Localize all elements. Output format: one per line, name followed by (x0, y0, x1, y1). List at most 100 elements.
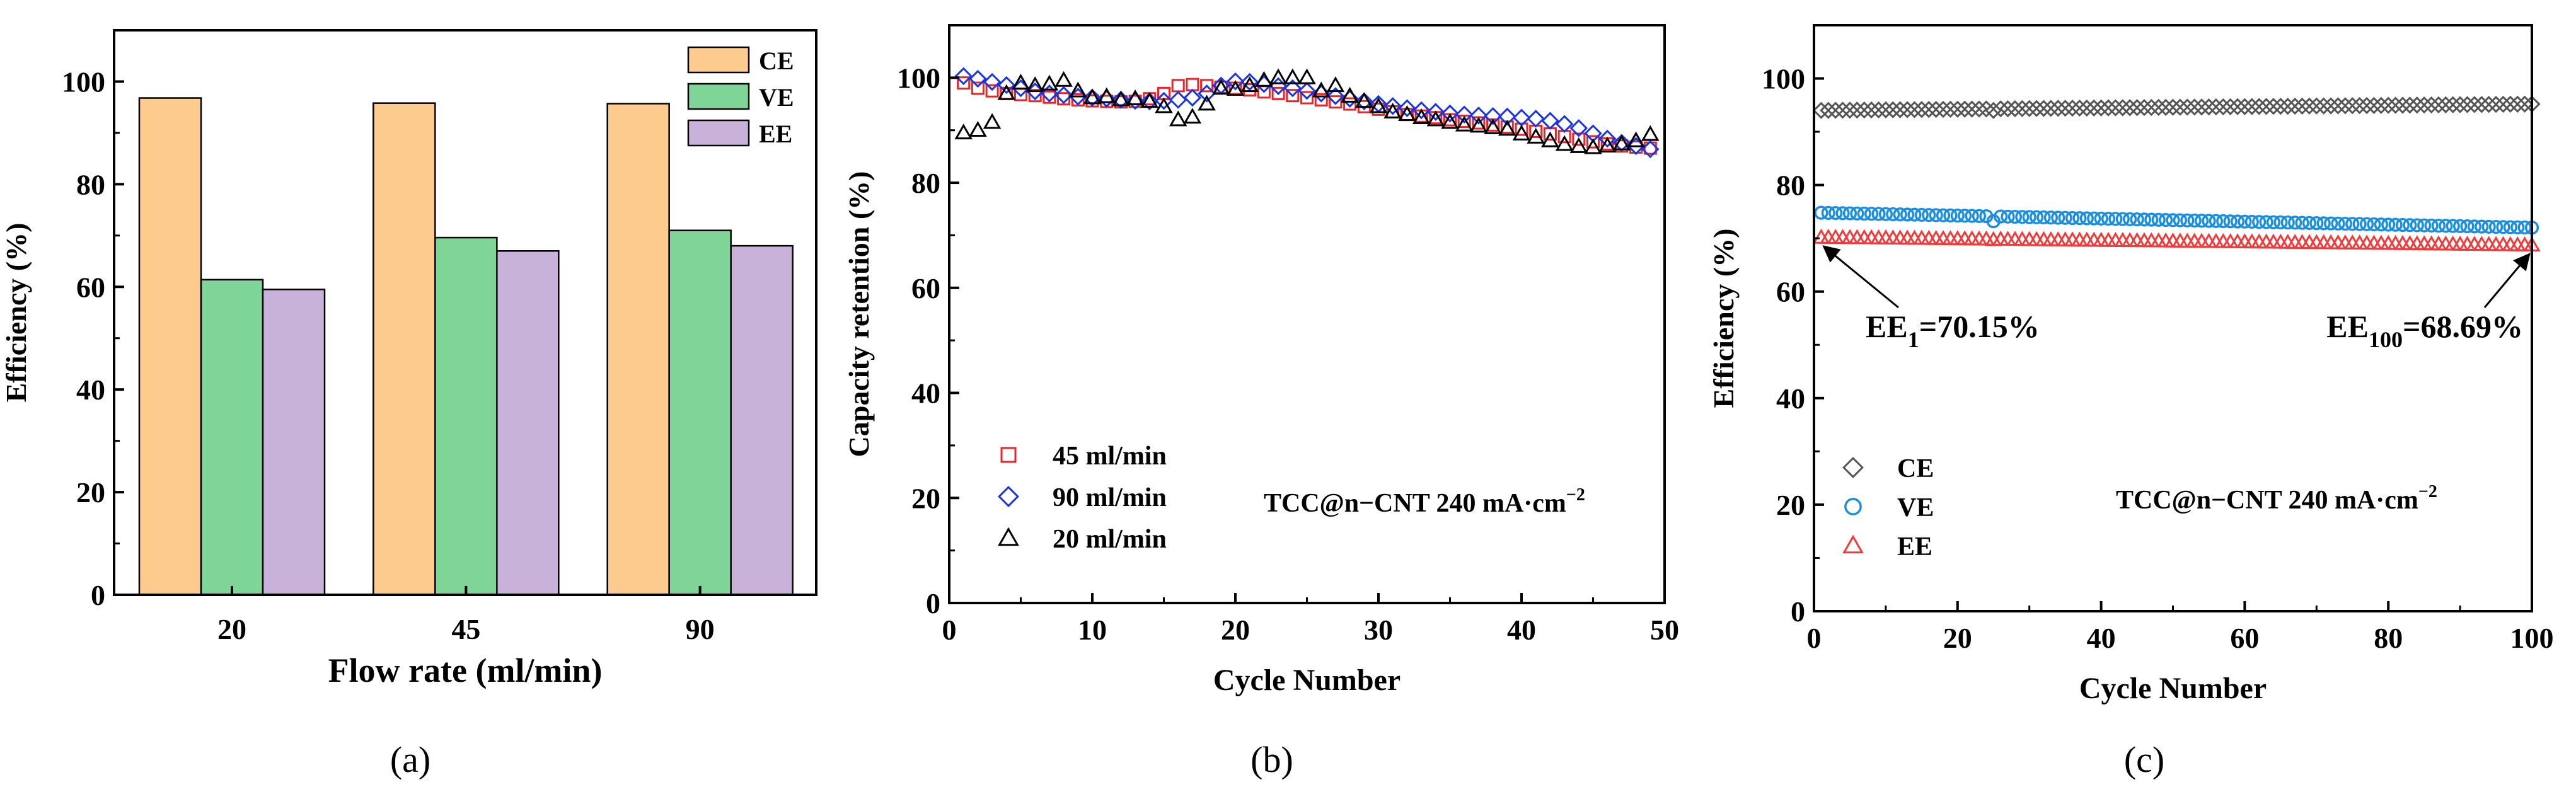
point-ce (2401, 96, 2418, 114)
point-45-ml-min (1572, 132, 1586, 146)
point-ve (2101, 212, 2116, 226)
point-ee (1905, 229, 1924, 245)
annotation-main: TCC@n−CNT 240 mA·cm (2116, 486, 2418, 515)
point-ee (2480, 236, 2498, 251)
point-ve (2115, 212, 2130, 226)
point-ve (2280, 215, 2295, 230)
point-20-ml-min (1398, 105, 1416, 121)
panel-a-bar-chart: 20 45 90 0 20 40 60 80 100 Flow rate (ml/min) Effi… (0, 29, 817, 780)
point-ee (1856, 229, 1873, 244)
point-ce (2099, 99, 2117, 117)
point-ce (2343, 97, 2361, 115)
legend-label-2: 20 ml/min (1053, 525, 1167, 554)
point-20-ml-min (1512, 124, 1531, 141)
point-20-ml-min (1212, 79, 1230, 95)
bar-ce-45 (373, 102, 436, 596)
point-ve (2137, 212, 2152, 227)
point-ce (2502, 95, 2519, 113)
point-45-ml-min (1515, 122, 1528, 136)
callout-arrow (2483, 253, 2531, 308)
point-ce (2466, 96, 2483, 113)
legend-marker-2 (998, 527, 1019, 546)
point-20-ml-min (1584, 138, 1602, 154)
point-ce (1892, 101, 1909, 118)
point-ve (2374, 217, 2388, 232)
legend-marker-0 (1000, 447, 1017, 463)
x-tick-label: 40 (2087, 622, 2116, 654)
point-ee (2466, 236, 2483, 251)
point-ve (2417, 218, 2432, 233)
x-tick-label: 20 (1943, 622, 1972, 654)
point-ve (1907, 207, 1922, 222)
point-ve (2051, 210, 2065, 225)
point-ve (1943, 208, 1958, 223)
point-ve (2323, 216, 2338, 231)
point-20-ml-min (1441, 113, 1459, 129)
point-ee (2422, 235, 2440, 251)
legend-swatch-ve (687, 83, 750, 110)
callout-value: =70.15% (1919, 309, 2040, 344)
point-ee (2279, 233, 2297, 249)
point-ce (2128, 99, 2146, 117)
point-ve (2001, 209, 2015, 224)
legend-label-ve: VE (759, 83, 794, 112)
panel-label: (b) (1250, 739, 1293, 780)
x-axis-title: Cycle Number (1213, 663, 1401, 697)
point-ee (2164, 232, 2182, 248)
point-ce (2114, 99, 2132, 117)
point-ve (2087, 211, 2101, 226)
point-20-ml-min (1455, 115, 1474, 132)
point-ve (1821, 205, 1835, 220)
point-ee (2128, 232, 2146, 248)
point-ce (2458, 96, 2476, 113)
point-ee (2322, 234, 2340, 250)
point-ve (1878, 207, 1893, 221)
point-ve (1929, 208, 1943, 222)
y-tick-label: 0 (1791, 595, 1805, 628)
x-tick-label: 45 (451, 613, 480, 645)
point-ve (2403, 218, 2417, 233)
point-90-ml-min (1426, 103, 1445, 121)
point-ve (1936, 208, 1951, 222)
point-ce (2386, 96, 2405, 114)
point-ve (2252, 215, 2267, 229)
point-ve (2029, 210, 2044, 224)
legend-marker-ee (1842, 534, 1864, 554)
point-ve (2517, 220, 2532, 235)
point-ee (2293, 234, 2311, 250)
point-ee (2157, 232, 2175, 248)
point-ve (2007, 209, 2023, 224)
y-tick-label: 0 (91, 579, 105, 611)
point-ce (2307, 97, 2325, 115)
y-axis-title: Capacity retention (%) (843, 171, 875, 457)
point-20-ml-min (1112, 90, 1130, 106)
y-tick-label: 20 (911, 482, 940, 514)
point-90-ml-min (1183, 88, 1202, 107)
point-ce (2229, 98, 2246, 115)
annotation-text: TCC@n−CNT 240 mA·cm−2 (2116, 482, 2437, 515)
point-ce (1999, 100, 2017, 118)
point-ve (2273, 215, 2288, 230)
point-20-ml-min (1541, 131, 1559, 147)
point-ee (2106, 231, 2125, 247)
point-ve (2503, 220, 2517, 234)
point-90-ml-min (1140, 92, 1159, 111)
point-ce (2135, 99, 2153, 117)
point-ee (2171, 233, 2189, 248)
point-20-ml-min (983, 113, 1002, 129)
point-ce (1934, 100, 1952, 118)
x-tick-label: 50 (1650, 614, 1679, 646)
point-ve (2202, 214, 2216, 228)
point-ee (2071, 231, 2089, 247)
point-90-ml-min (969, 69, 987, 88)
point-ee (1812, 228, 1830, 244)
point-90-ml-min (1612, 134, 1631, 152)
point-45-ml-min (1028, 89, 1042, 103)
point-ce (2013, 100, 2031, 117)
point-ve (2453, 219, 2468, 233)
point-ve (2331, 216, 2345, 231)
point-ee (2372, 234, 2390, 250)
point-ee (1934, 229, 1952, 245)
point-ve (1835, 206, 1850, 221)
